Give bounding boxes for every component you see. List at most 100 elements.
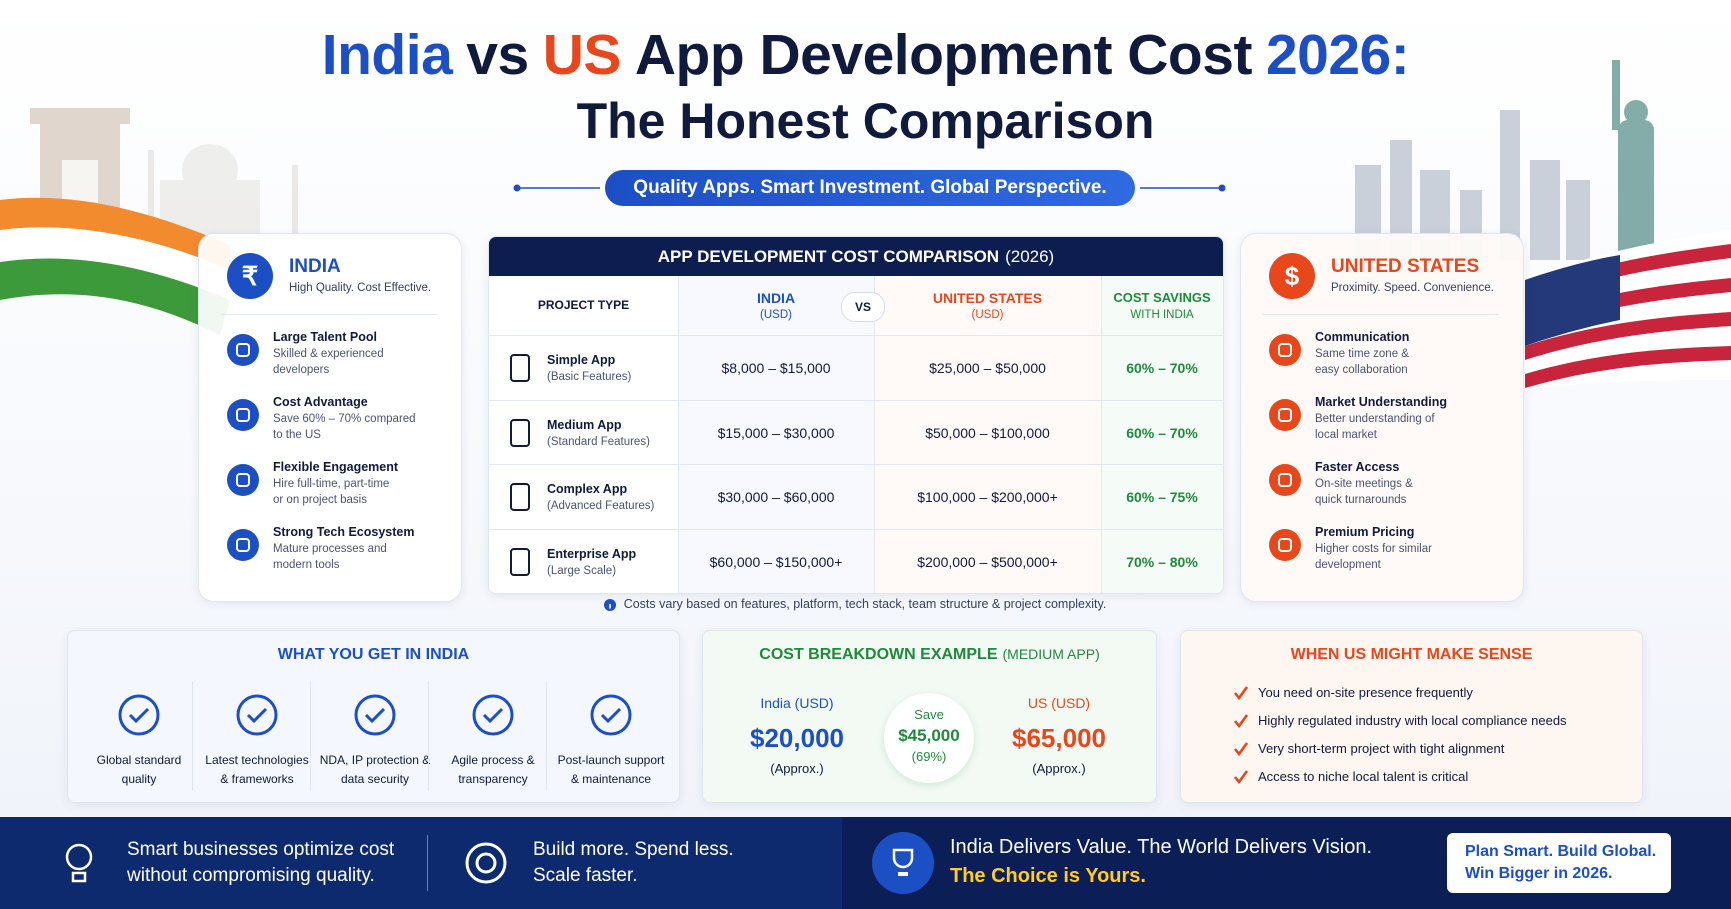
flag-stripe (1525, 244, 1731, 304)
row-divider (489, 399, 1223, 401)
icon-part (1233, 686, 1249, 701)
item-icon (227, 529, 259, 561)
icon-part (475, 852, 497, 874)
table-title: APP DEVELOPMENT COST COMPARISON (657, 247, 1000, 266)
icon-part (1233, 714, 1249, 729)
col-header: INDIA (756, 290, 796, 306)
tagline-pill: Quality Apps. Smart Investment. Global P… (605, 170, 1135, 206)
row-divider (489, 335, 1223, 336)
icon-part (65, 843, 93, 883)
divider (310, 681, 311, 791)
feature-label: data security (340, 772, 410, 786)
item-icon (1269, 529, 1301, 561)
item-icon (227, 399, 259, 431)
icon (115, 691, 163, 739)
icon-part (482, 707, 504, 724)
panel-badge: ₹ (227, 253, 273, 299)
icon-part (236, 343, 250, 357)
row-sub: (Basic Features) (547, 371, 632, 383)
icon-part (1278, 408, 1292, 422)
icon-part (1233, 770, 1249, 785)
row-divider (489, 528, 1223, 530)
footer-text: Scale faster. (533, 865, 638, 886)
save-amount: $45,000 (898, 726, 960, 745)
col-header-unit: (USD) (760, 309, 792, 321)
icon-part (892, 848, 914, 869)
icon-part (603, 598, 616, 611)
footer: Smart businesses optimize cost without co… (0, 817, 1731, 909)
footer-text: Build more. Spend less. (533, 839, 734, 860)
rule-dot (513, 184, 521, 192)
statue-head (1624, 100, 1648, 124)
icon-part (510, 354, 530, 382)
icon-part (472, 694, 514, 736)
item-title: Strong Tech Ecosystem (273, 525, 415, 539)
icon (1278, 408, 1292, 422)
item-title: Faster Access (1315, 460, 1400, 474)
icon-part (236, 473, 250, 487)
item-desc: or on project basis (273, 494, 367, 506)
box-title-main: COST BREAKDOWN EXAMPLE (759, 646, 998, 663)
subtitle: The Honest Comparison (576, 93, 1155, 149)
icon (462, 839, 510, 887)
icon (507, 353, 533, 383)
col-header: COST SAVINGS (1113, 290, 1211, 305)
item-desc: On-site meetings & (1315, 478, 1413, 490)
item-title: Large Talent Pool (273, 330, 377, 344)
cta-box[interactable]: Plan Smart. Build Global. Win Bigger in 2… (1447, 833, 1671, 893)
panel-tagline: High Quality. Cost Effective. (289, 282, 432, 294)
feature-label: quality (121, 772, 157, 786)
col-header: PROJECT TYPE (537, 298, 630, 312)
us-cost: $200,000 – $500,000+ (917, 553, 1058, 570)
item-title: Cost Advantage (273, 395, 368, 409)
minaret (292, 165, 298, 240)
item-icon (1269, 334, 1301, 366)
icon-part (236, 694, 278, 736)
icon (236, 538, 250, 552)
item-title: Premium Pricing (1315, 525, 1415, 539)
cost-breakdown-box: COST BREAKDOWN EXAMPLE (MEDIUM APP) India … (702, 630, 1157, 803)
india-cost: $60,000 – $150,000+ (709, 553, 843, 570)
us-cost: $50,000 – $100,000 (925, 424, 1050, 441)
savings: 60% – 70% (1126, 360, 1198, 376)
us-skyline (1355, 110, 1590, 260)
note-text: Costs vary based on features, platform, … (623, 597, 1107, 611)
item-desc: developers (273, 364, 330, 376)
divider (428, 681, 429, 791)
footer-left-bg (0, 817, 842, 909)
column-bg (1101, 276, 1223, 593)
save-circle: Save $45,000 (69%) (884, 693, 974, 783)
icon-part (472, 694, 514, 736)
savings: 60% – 70% (1126, 424, 1198, 441)
icon (889, 847, 917, 879)
item-desc: quick turnarounds (1315, 494, 1407, 506)
india-cost: $8,000 – $15,000 (721, 360, 831, 376)
flag-stripe (1525, 278, 1731, 332)
item-desc: Mature processes and (273, 543, 387, 555)
item-icon (227, 334, 259, 366)
footer-text: Smart businesses optimize cost (127, 839, 395, 860)
item-desc: development (1315, 559, 1381, 571)
box-title: WHAT YOU GET IN INDIA (277, 646, 470, 663)
row-sub: (Advanced Features) (547, 500, 655, 512)
icon-part (236, 694, 278, 736)
panel-tagline: Proximity. Speed. Convenience. (1331, 282, 1494, 294)
item-title: Market Understanding (1315, 395, 1447, 409)
icon-part (510, 483, 530, 511)
icon (1233, 741, 1249, 757)
col-header-unit: (USD) (971, 309, 1004, 321)
icon (507, 547, 533, 577)
icon-part (600, 707, 622, 724)
feature-label: NDA, IP protection & (319, 753, 431, 767)
statue (1612, 60, 1654, 270)
row-sub: (Standard Features) (547, 435, 650, 448)
title-part: App Development Cost (634, 23, 1253, 87)
icon-part (590, 694, 632, 736)
slogan: India Delivers Value. The World Delivers… (950, 836, 1373, 858)
item-desc: Skilled & experienced (273, 348, 384, 360)
icon-part (1233, 686, 1249, 701)
statue-body (1618, 120, 1654, 270)
feature-label: Latest technologies (205, 753, 309, 767)
divider (1263, 314, 1499, 315)
breakdown-note: (Approx.) (770, 761, 824, 776)
